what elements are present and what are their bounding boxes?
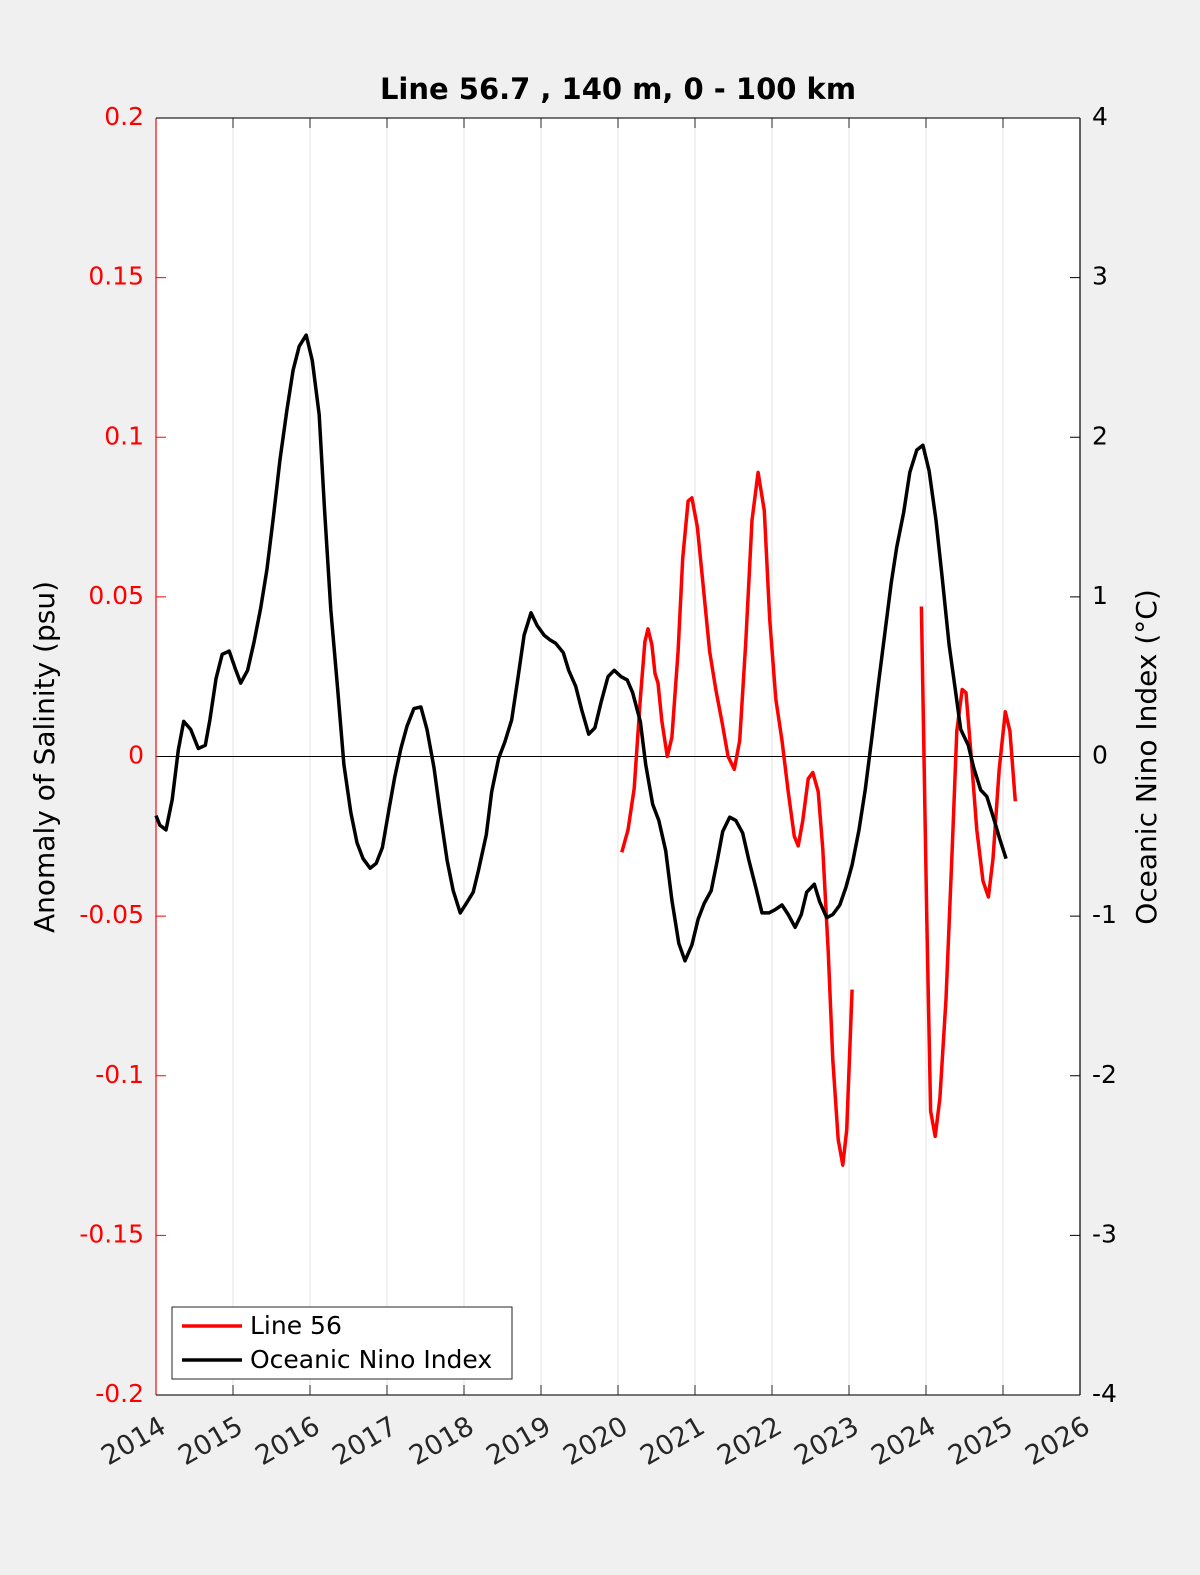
y2-tick-label: 4 <box>1092 102 1108 131</box>
x-tick-label: 2020 <box>558 1411 633 1472</box>
legend-box <box>171 1306 513 1380</box>
y-tick-label: 0.2 <box>104 102 144 131</box>
x-tick-label: 2025 <box>943 1411 1018 1472</box>
x-tick-label: 2023 <box>789 1411 864 1472</box>
y-tick-label: 0.05 <box>88 581 144 610</box>
y-tick-label: -0.2 <box>95 1379 144 1408</box>
y-tick-label: 0.15 <box>88 262 144 291</box>
y-tick-label: -0.05 <box>79 900 144 929</box>
x-tick-label: 2026 <box>1020 1411 1095 1472</box>
y2-tick-label: -4 <box>1092 1379 1117 1408</box>
y2-tick-label: -1 <box>1092 900 1117 929</box>
y-axis-label: Anomaly of Salinity (psu) <box>28 581 61 933</box>
legend-label: Oceanic Nino Index <box>250 1345 492 1374</box>
y-tick-label: 0 <box>128 741 144 770</box>
y2-tick-label: 1 <box>1092 581 1108 610</box>
y2-tick-label: 0 <box>1092 741 1108 770</box>
x-tick-label: 2017 <box>327 1411 402 1472</box>
y-tick-label: -0.15 <box>79 1219 144 1248</box>
y2-tick-label: 3 <box>1092 262 1108 291</box>
y-tick-label: 0.1 <box>104 421 144 450</box>
y-tick-label: -0.1 <box>95 1060 144 1089</box>
x-tick-label: 2021 <box>635 1411 710 1472</box>
x-tick-label: 2018 <box>404 1411 479 1472</box>
x-tick-label: 2016 <box>250 1411 325 1472</box>
x-tick-label: 2015 <box>173 1411 248 1472</box>
x-tick-label: 2019 <box>481 1411 556 1472</box>
y2-tick-label: 2 <box>1092 421 1108 450</box>
x-tick-label: 2014 <box>96 1411 171 1472</box>
y2-tick-label: -3 <box>1092 1219 1117 1248</box>
chart-title: Line 56.7 , 140 m, 0 - 100 km <box>380 72 856 106</box>
legend-label: Line 56 <box>250 1311 342 1340</box>
x-tick-label: 2022 <box>712 1411 787 1472</box>
y2-axis-label: Oceanic Nino Index (°C) <box>1130 589 1163 925</box>
y2-tick-label: -2 <box>1092 1060 1117 1089</box>
x-tick-label: 2024 <box>866 1411 941 1472</box>
data-line <box>154 333 1008 963</box>
data-line <box>620 470 1018 1167</box>
